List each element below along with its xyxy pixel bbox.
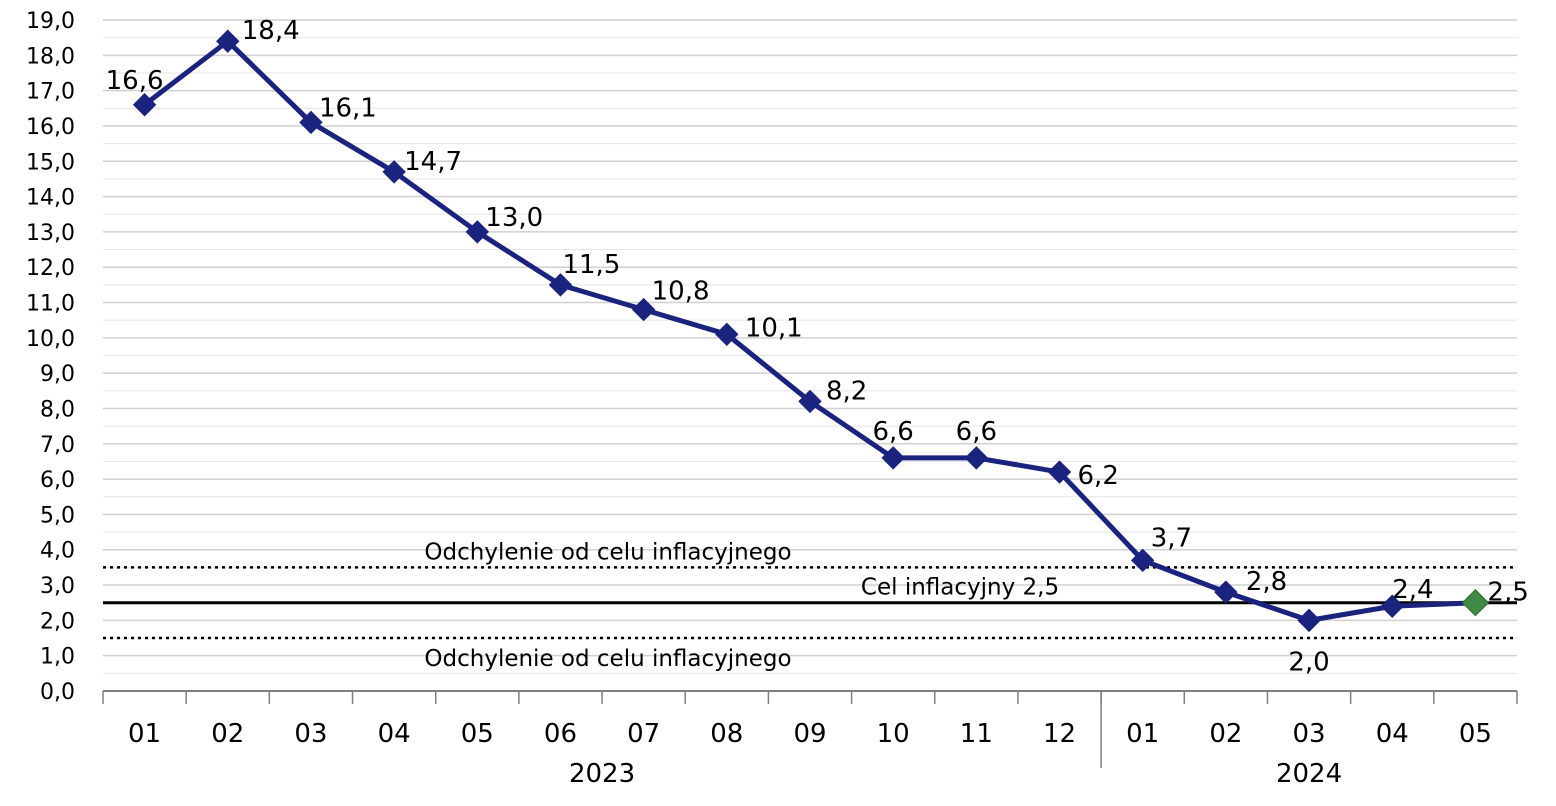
- x-axis-tick-labels: 01 02 03 04 05 06 07 08 09 10 11 12 01 02 03 04 05: [128, 719, 1492, 749]
- data-label: 8,2: [826, 376, 867, 406]
- data-point-marker: [798, 389, 822, 414]
- x-tick-label: 07: [627, 719, 660, 749]
- data-point-marker: [715, 322, 739, 347]
- x-tick-label: 03: [1293, 719, 1326, 749]
- data-point-marker: [631, 297, 656, 322]
- x-tick-label: 05: [461, 719, 494, 749]
- series-line-group: [143, 38, 1476, 623]
- data-point-marker: [465, 220, 490, 244]
- data-point-marker: [132, 93, 157, 117]
- x-tick-label: 09: [793, 719, 826, 749]
- data-point-marker: [1130, 548, 1155, 573]
- y-tick-label: 8,0: [40, 397, 75, 422]
- x-tick-label: 12: [1043, 719, 1076, 749]
- y-tick-label: 6,0: [40, 468, 75, 493]
- y-tick-label: 2,0: [40, 609, 75, 634]
- y-tick-label: 1,0: [40, 645, 75, 670]
- data-point-marker: [964, 446, 989, 470]
- data-label: 14,7: [404, 147, 462, 177]
- data-labels: 16,618,416,114,713,011,510,810,18,26,6 6,…: [106, 16, 1529, 677]
- y-tick-label: 14,0: [26, 186, 75, 211]
- data-label: 2,0: [1288, 647, 1329, 677]
- x-tick-label: 03: [294, 719, 327, 749]
- data-label: 10,1: [745, 313, 803, 343]
- data-points: [132, 29, 1490, 633]
- y-tick-label: 16,0: [26, 115, 75, 140]
- data-point-marker: [1380, 594, 1404, 618]
- data-label: 2,8: [1246, 567, 1287, 597]
- y-tick-label: 18,0: [26, 44, 75, 69]
- data-label: 16,1: [319, 93, 377, 123]
- data-point-marker: [1297, 608, 1321, 633]
- data-label: 18,4: [242, 16, 300, 46]
- data-label: 3,7: [1151, 523, 1192, 553]
- x-tick-label: 05: [1459, 719, 1492, 749]
- year-labels: 2023 2024: [569, 759, 1342, 789]
- data-label: 2,4: [1392, 575, 1433, 605]
- y-tick-label: 0,0: [40, 680, 75, 705]
- reference-line-label: Odchylenie od celu inflacyjnego: [424, 539, 791, 565]
- data-point-marker: [1047, 460, 1072, 484]
- y-tick-label: 3,0: [40, 574, 75, 599]
- y-tick-label: 7,0: [40, 433, 75, 458]
- y-tick-label: 13,0: [26, 221, 75, 246]
- data-point-marker: [1214, 580, 1238, 604]
- y-axis-tick-labels: 0,0 1,0 2,0 3,0 4,0 5,0 6,0 7,0 8,0 9,0 10,0 11,0 12…: [26, 9, 75, 705]
- x-tick-label: 08: [710, 719, 743, 749]
- data-label: 2,5: [1487, 578, 1528, 608]
- data-label: 11,5: [562, 250, 620, 280]
- data-label: 16,6: [106, 66, 164, 96]
- series-line: [143, 38, 1476, 623]
- data-label: 6,2: [1078, 461, 1119, 491]
- x-tick-label: 04: [1376, 719, 1409, 749]
- data-point-marker: [382, 160, 406, 184]
- data-label: 6,6: [872, 417, 913, 447]
- x-tick-label: 06: [544, 719, 577, 749]
- data-point-marker: [299, 110, 323, 135]
- reference-line-label: Cel inflacyjny 2,5: [861, 575, 1059, 601]
- y-tick-label: 9,0: [40, 362, 75, 387]
- y-tick-label: 4,0: [40, 539, 75, 564]
- reference-line-label: Odchylenie od celu inflacyjnego: [424, 646, 791, 672]
- data-label: 10,8: [652, 277, 710, 307]
- data-point-marker: [1461, 589, 1490, 617]
- x-tick-label: 02: [211, 719, 244, 749]
- year-label: 2023: [569, 759, 635, 789]
- y-tick-label: 5,0: [40, 503, 75, 528]
- data-label: 6,6: [956, 417, 997, 447]
- x-axis: [102, 690, 1518, 768]
- data-label: 13,0: [485, 203, 543, 233]
- x-tick-label: 01: [128, 719, 161, 749]
- y-tick-label: 12,0: [26, 256, 75, 281]
- x-tick-label: 04: [378, 719, 411, 749]
- data-point-marker: [216, 29, 240, 53]
- y-tick-label: 17,0: [26, 80, 75, 105]
- year-label: 2024: [1276, 759, 1342, 789]
- x-tick-label: 02: [1209, 719, 1242, 749]
- y-tick-label: 10,0: [26, 327, 75, 352]
- data-point-marker: [548, 273, 573, 297]
- y-tick-label: 15,0: [26, 150, 75, 175]
- reference-lines: Odchylenie od celu inflacyjnego Cel infla…: [103, 539, 1517, 672]
- x-tick-label: 01: [1126, 719, 1159, 749]
- y-tick-label: 19,0: [26, 9, 75, 34]
- x-tick-label: 10: [877, 719, 910, 749]
- x-tick-label: 11: [960, 719, 993, 749]
- y-tick-label: 11,0: [26, 292, 75, 317]
- data-point-marker: [881, 446, 905, 470]
